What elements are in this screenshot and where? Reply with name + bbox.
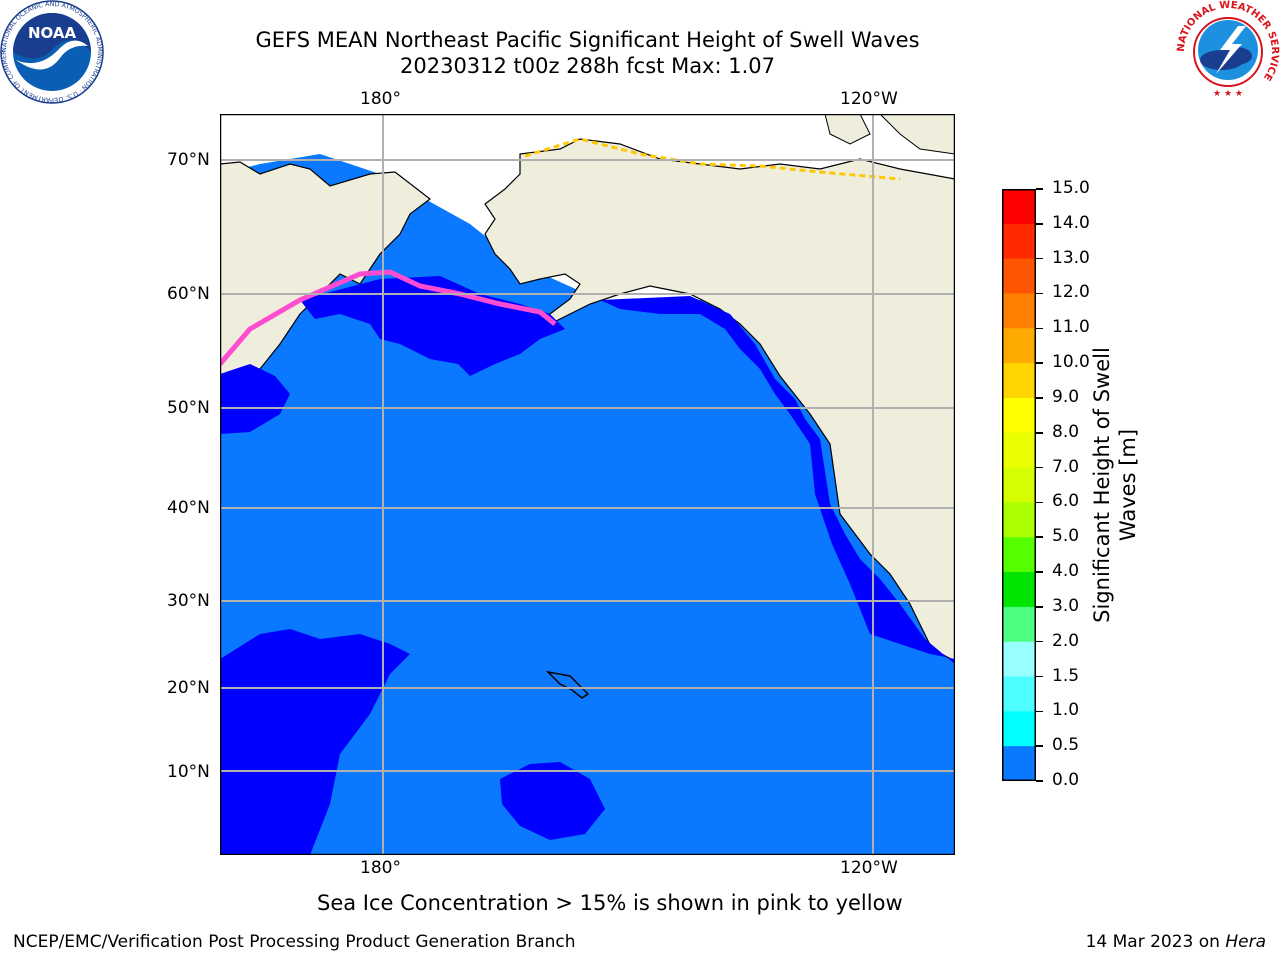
sea-ice-edge: [220, 269, 557, 366]
lat-label: 40°N: [167, 498, 210, 518]
colorbar-band: [1002, 363, 1036, 399]
lon-label-top: 120°W: [840, 89, 898, 109]
lat-label: 60°N: [167, 284, 210, 304]
colorbar-tick-label: 6.0: [1052, 491, 1080, 512]
land-siberia: [220, 161, 431, 405]
colorbar-band: [1002, 606, 1036, 643]
colorbar-tick-label: 1.5: [1052, 665, 1080, 686]
noaa-logo: NATIONAL OCEANIC AND ATMOSPHERIC ADMINIS…: [0, 0, 104, 104]
colorbar-tick-label: 3.0: [1052, 595, 1080, 616]
lat-label: 50°N: [167, 398, 210, 418]
colorbar-band: [1002, 293, 1036, 329]
sea-ice-edge-arctic: [524, 137, 901, 181]
colorbar-band: [1002, 676, 1036, 712]
land-arctic-island: [879, 114, 955, 155]
lon-label-bottom: 120°W: [840, 858, 898, 878]
colorbar-band: [1002, 189, 1036, 225]
low-swell-region-southwest: [220, 629, 410, 855]
colorbar-tick-mark: [1036, 257, 1043, 260]
colorbar-tick-mark: [1036, 466, 1043, 469]
colorbar-band: [1002, 397, 1036, 434]
low-swell-region-gulf: [300, 276, 565, 376]
colorbar-tick-label: 5.0: [1052, 526, 1080, 547]
lat-label: 10°N: [167, 762, 210, 782]
land-arctic-island: [824, 114, 871, 145]
footer-date: 14 Mar 2023 on Hera: [1085, 932, 1266, 952]
colorbar-tick-label: 14.0: [1052, 212, 1090, 233]
colorbar-band: [1002, 467, 1036, 503]
colorbar-band: [1002, 641, 1036, 678]
colorbar-band: [1002, 711, 1036, 747]
colorbar-band: [1002, 223, 1036, 260]
colorbar-tick-label: 12.0: [1052, 282, 1090, 303]
map-title: GEFS MEAN Northeast Pacific Significant …: [255, 28, 920, 52]
lat-label: 30°N: [167, 591, 210, 611]
low-swell-region-west: [220, 364, 290, 434]
colorbar-label: Significant Height of Swell Waves [m]: [1090, 347, 1140, 623]
colorbar-tick-mark: [1036, 362, 1043, 364]
graticule: [220, 114, 955, 855]
colorbar-band: [1002, 502, 1036, 538]
colorbar-tick-label: 0.5: [1052, 735, 1080, 756]
map-frame: [220, 114, 955, 855]
colorbar-band: [1002, 432, 1036, 469]
colorbar-tick-label: 11.0: [1052, 317, 1090, 338]
colorbar-band: [1002, 746, 1036, 781]
colorbar-tick-mark: [1036, 745, 1043, 747]
colorbar-tick-mark: [1036, 501, 1043, 504]
colorbar-tick-mark: [1036, 710, 1043, 713]
colorbar-tick-mark: [1036, 223, 1043, 225]
colorbar-tick-mark: [1036, 675, 1043, 678]
colorbar-tick-mark: [1036, 188, 1043, 190]
colorbar-band: [1002, 328, 1036, 364]
low-swell-region-coast: [600, 296, 955, 664]
colorbar-band: [1002, 537, 1036, 573]
lon-label-bottom: 180°: [360, 858, 401, 878]
colorbar-tick-mark: [1036, 327, 1043, 330]
colorbar-tick-mark: [1036, 292, 1043, 295]
colorbar-tick-label: 8.0: [1052, 421, 1080, 442]
map-subtitle: 20230312 t00z 288h fcst Max: 1.07: [400, 54, 775, 78]
lat-label: 20°N: [167, 678, 210, 698]
low-swell-region-south: [500, 762, 605, 840]
colorbar-tick-label: 10.0: [1052, 352, 1090, 373]
colorbar-tick-label: 4.0: [1052, 561, 1080, 582]
colorbar-tick-mark: [1036, 571, 1043, 573]
colorbar-tick-mark: [1036, 397, 1043, 399]
footer-credit: NCEP/EMC/Verification Post Processing Pr…: [13, 932, 576, 952]
colorbar-band: [1002, 572, 1036, 608]
colorbar-tick-label: 15.0: [1052, 178, 1090, 198]
colorbar-tick-mark: [1036, 640, 1043, 643]
hawaii-islands: [545, 670, 590, 699]
nws-logo: NATIONAL WEATHER SERVICE ★ ★ ★: [1176, 0, 1280, 103]
colorbar-tick-mark: [1036, 536, 1043, 538]
lon-label-top: 180°: [360, 89, 401, 109]
map-panel: [220, 114, 955, 855]
lat-label: 70°N: [167, 150, 210, 170]
colorbar-tick-label: 13.0: [1052, 247, 1090, 268]
colorbar-tick-label: 2.0: [1052, 630, 1080, 651]
svg-text:★ ★ ★: ★ ★ ★: [1213, 89, 1243, 99]
colorbar-tick-label: 9.0: [1052, 386, 1080, 407]
colorbar-tick-mark: [1036, 606, 1043, 608]
svg-text:NOAA: NOAA: [28, 24, 77, 42]
colorbar: [1002, 189, 1036, 781]
colorbar-tick-label: 7.0: [1052, 456, 1080, 477]
colorbar-band: [1002, 258, 1036, 294]
sea-ice-note: Sea Ice Concentration > 15% is shown in …: [317, 891, 903, 915]
colorbar-tick-mark: [1036, 432, 1043, 434]
colorbar-tick-label: 1.0: [1052, 700, 1080, 721]
colorbar-tick-mark: [1036, 780, 1043, 782]
colorbar-tick-label: 0.0: [1052, 770, 1080, 790]
